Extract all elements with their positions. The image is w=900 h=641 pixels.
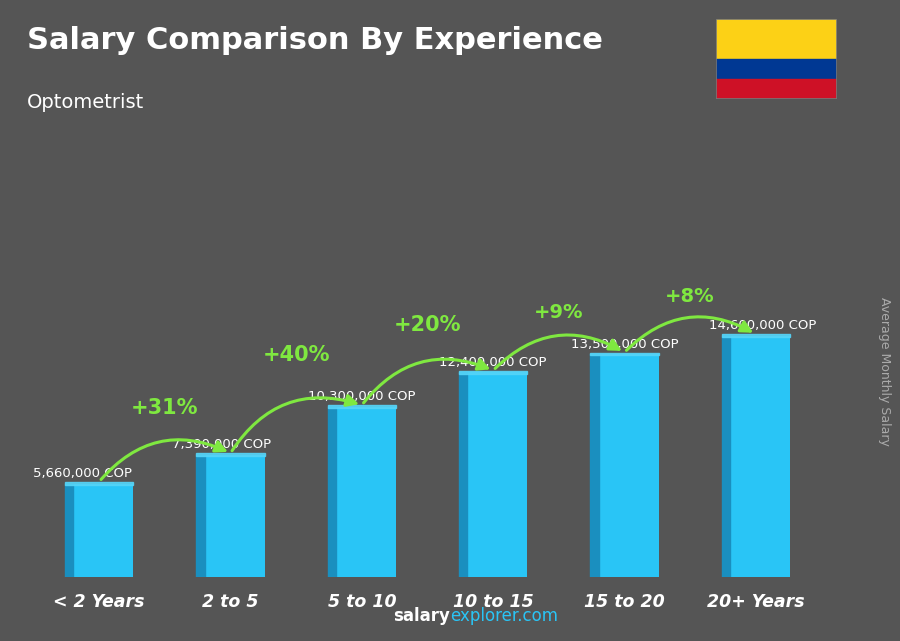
Text: Salary Comparison By Experience: Salary Comparison By Experience	[27, 26, 603, 54]
Bar	[590, 354, 598, 577]
Bar	[722, 336, 790, 577]
Bar	[328, 407, 336, 577]
Bar	[722, 336, 730, 577]
Text: 14,600,000 COP: 14,600,000 COP	[708, 319, 816, 333]
Text: +40%: +40%	[263, 345, 330, 365]
Text: +9%: +9%	[534, 303, 583, 322]
Text: Average Monthly Salary: Average Monthly Salary	[878, 297, 890, 446]
Bar	[459, 370, 527, 374]
Text: +31%: +31%	[131, 397, 199, 418]
Text: 12,400,000 COP: 12,400,000 COP	[439, 356, 547, 369]
Bar	[328, 407, 396, 577]
Bar	[196, 455, 265, 577]
Bar	[65, 482, 133, 485]
Bar	[716, 19, 837, 60]
Text: +20%: +20%	[394, 315, 461, 335]
Text: Optometrist: Optometrist	[27, 93, 144, 112]
Bar	[590, 354, 659, 577]
Bar	[196, 455, 204, 577]
Bar	[65, 483, 133, 577]
Bar	[328, 405, 396, 408]
Bar	[722, 335, 790, 337]
Text: salary: salary	[393, 607, 450, 625]
Bar	[590, 353, 659, 355]
Text: 5,660,000 COP: 5,660,000 COP	[32, 467, 131, 480]
Bar	[196, 453, 265, 456]
Text: 7,390,000 COP: 7,390,000 COP	[172, 438, 271, 451]
Bar	[716, 79, 837, 99]
Text: 10,300,000 COP: 10,300,000 COP	[308, 390, 416, 403]
Text: explorer.com: explorer.com	[450, 607, 558, 625]
Text: +8%: +8%	[665, 287, 715, 306]
Bar	[459, 372, 527, 577]
Text: 13,500,000 COP: 13,500,000 COP	[571, 338, 679, 351]
Bar	[716, 60, 837, 79]
Bar	[459, 372, 467, 577]
Bar	[65, 483, 73, 577]
